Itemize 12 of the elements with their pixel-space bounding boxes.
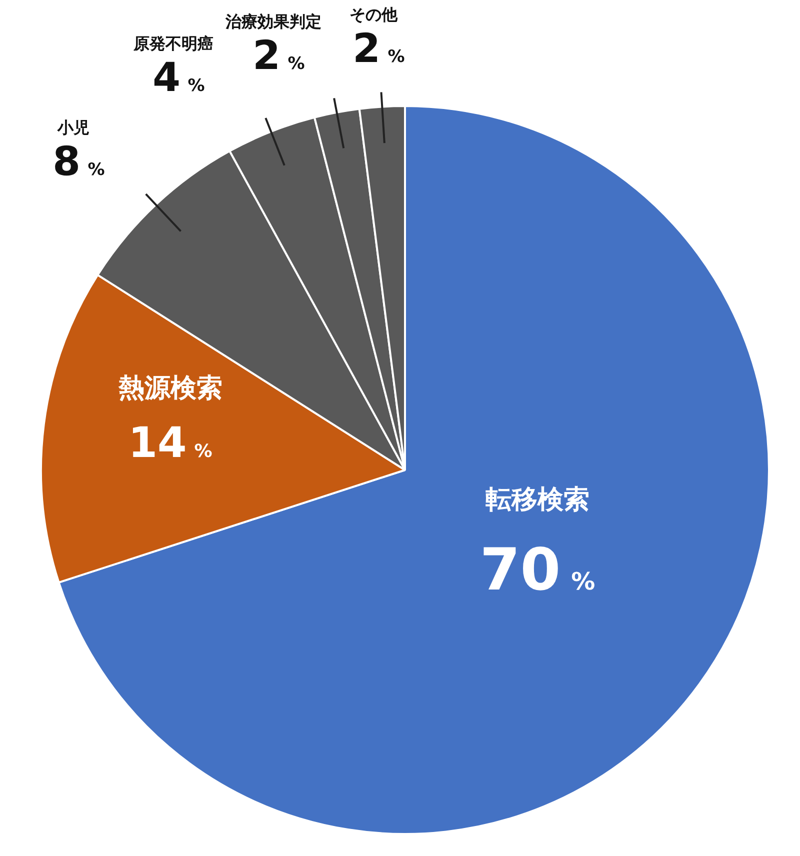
slice-label: 治療効果判定 [224,12,322,31]
slice-label: 小児 [56,118,90,137]
slice-label: 転移検索 [486,485,590,516]
data-label: 14% [128,418,212,468]
data-label: 70% [480,535,596,604]
data-label: 8% [52,138,105,185]
data-label: 4% [152,54,205,101]
slice-label: その他 [350,5,399,24]
slice-label: 熱源検索 [117,374,222,404]
data-label: 2% [352,26,405,72]
data-label: 2% [252,32,305,79]
slice-label: 原発不明癌 [132,34,214,53]
